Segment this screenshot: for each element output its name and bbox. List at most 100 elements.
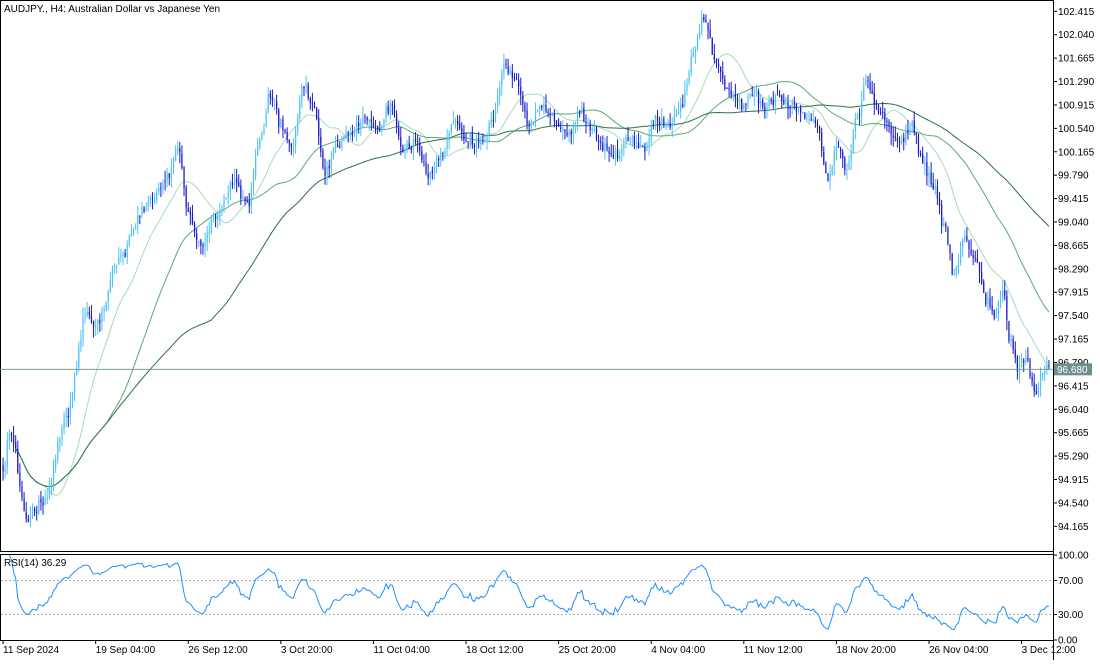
- candle-body: [945, 223, 947, 228]
- candle: [99, 313, 101, 332]
- candle-body: [204, 242, 206, 247]
- time-tick-label: 18 Oct 12:00: [466, 645, 524, 656]
- candle-body: [193, 223, 196, 234]
- candle: [490, 111, 492, 128]
- candle-body: [88, 312, 90, 315]
- candle-body: [97, 319, 99, 325]
- candle-body: [225, 196, 227, 199]
- candle: [23, 491, 25, 512]
- candle: [821, 127, 823, 158]
- candle-body: [646, 143, 648, 151]
- candle-body: [242, 197, 244, 199]
- candle: [772, 91, 774, 109]
- candle-body: [574, 121, 577, 126]
- candle-body: [627, 137, 629, 141]
- candle-body: [179, 148, 181, 153]
- rsi-tick-label: 100.00: [1058, 551, 1089, 562]
- candle-body: [162, 182, 164, 188]
- candle-body: [829, 173, 831, 182]
- candle: [642, 144, 644, 148]
- candle: [957, 253, 960, 275]
- candle: [132, 227, 135, 237]
- candle-body: [353, 133, 356, 135]
- candle: [414, 132, 417, 145]
- candle: [669, 113, 671, 131]
- candle-body: [113, 266, 116, 268]
- candle: [934, 178, 936, 195]
- candle: [10, 431, 13, 443]
- candle-body: [959, 247, 962, 264]
- candle: [720, 66, 722, 82]
- candle: [385, 102, 387, 124]
- candle-body: [1029, 360, 1031, 377]
- candle: [21, 480, 23, 502]
- candle-body: [198, 241, 200, 243]
- candle-body: [177, 147, 179, 151]
- candle: [86, 301, 88, 318]
- candle-body: [658, 122, 661, 125]
- candle: [275, 94, 278, 115]
- candle: [370, 110, 372, 131]
- candle-body: [713, 54, 715, 60]
- candle: [959, 241, 962, 266]
- candle: [221, 205, 223, 217]
- candle: [368, 118, 370, 131]
- candle: [974, 250, 976, 263]
- candle: [1002, 279, 1004, 303]
- candle-body: [806, 117, 808, 120]
- candle-body: [143, 208, 145, 212]
- candle-body: [170, 167, 173, 180]
- candle-body: [579, 112, 581, 114]
- candle-body: [233, 176, 236, 185]
- candle-body: [1006, 295, 1008, 321]
- candle: [1008, 320, 1010, 344]
- price-tick-label: 98.665: [1058, 241, 1089, 252]
- candle: [879, 107, 882, 116]
- price-tick-label: 99.040: [1058, 217, 1089, 228]
- candle: [938, 191, 941, 215]
- candle-body: [789, 107, 791, 109]
- candle-body: [1033, 382, 1035, 392]
- candle-body: [844, 157, 846, 170]
- candle-body: [360, 123, 362, 128]
- candle-body: [271, 96, 274, 101]
- candle-body: [917, 135, 920, 154]
- candle: [374, 119, 377, 134]
- price-tick-label: 94.165: [1058, 522, 1089, 533]
- candle-body: [549, 113, 551, 116]
- candle: [922, 146, 924, 164]
- candle: [383, 118, 385, 130]
- candle: [970, 239, 972, 257]
- candle: [92, 320, 95, 338]
- candle: [890, 121, 892, 145]
- candle: [177, 141, 179, 156]
- candle: [204, 232, 206, 258]
- candle: [623, 137, 625, 157]
- candle: [160, 182, 162, 197]
- candle: [844, 156, 846, 176]
- candle-body: [522, 95, 524, 105]
- candle: [471, 126, 473, 149]
- candle: [412, 133, 415, 160]
- candle: [751, 86, 753, 97]
- candle-body: [962, 238, 964, 248]
- candle: [313, 101, 316, 109]
- candle: [572, 121, 574, 145]
- candle-body: [633, 135, 636, 145]
- candle: [139, 215, 141, 225]
- candle-body: [751, 95, 753, 97]
- candle: [829, 164, 831, 191]
- candle-body: [52, 466, 55, 483]
- candle: [181, 145, 183, 170]
- candle: [73, 372, 76, 402]
- candle-body: [59, 438, 61, 443]
- candle: [568, 128, 570, 143]
- candle-body: [951, 254, 953, 275]
- candle: [461, 122, 463, 141]
- candle: [118, 247, 120, 266]
- candle: [334, 136, 337, 154]
- candle: [707, 22, 709, 40]
- candle: [875, 99, 878, 111]
